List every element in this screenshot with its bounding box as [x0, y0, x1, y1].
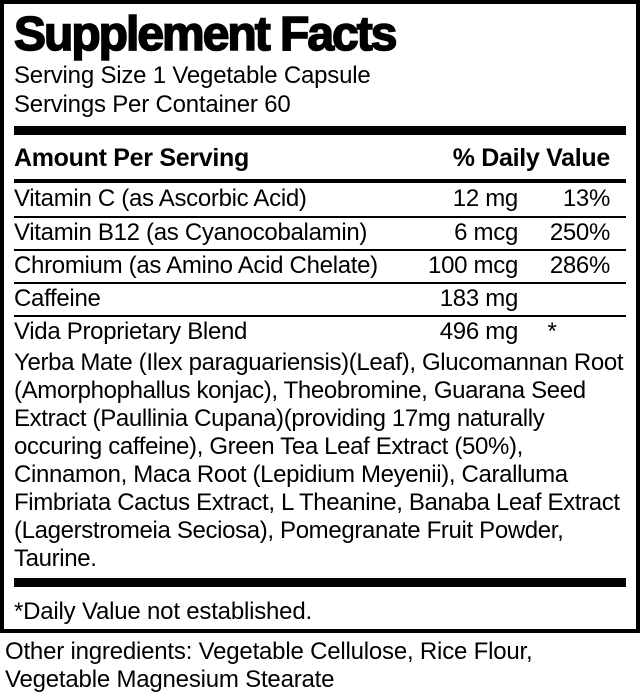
nutrient-name: Vitamin B12 (as Cyanocobalamin) — [14, 219, 368, 247]
nutrient-amount: 100 mcg — [428, 252, 518, 280]
nutrient-name: Vitamin C (as Ascorbic Acid) — [14, 185, 307, 213]
table-header-row: Amount Per Serving % Daily Value — [14, 135, 626, 183]
other-ingredients-text: Other ingredients: Vegetable Cellulose, … — [5, 638, 533, 693]
daily-value-header: % Daily Value — [452, 143, 611, 172]
nutrient-table: Vitamin C (as Ascorbic Acid) 12 mg 13% V… — [14, 183, 626, 348]
blend-description: Yerba Mate (Ilex paraguariensis)(Leaf), … — [14, 348, 624, 572]
nutrient-name: Chromium (as Amino Acid Chelate) — [14, 252, 378, 280]
nutrient-daily-value: 286% — [549, 252, 610, 280]
amount-per-serving-header: Amount Per Serving — [14, 143, 249, 172]
supplement-facts-panel: Supplement Facts Serving Size 1 Vegetabl… — [0, 0, 640, 633]
nutrient-name: Vida Proprietary Blend — [14, 318, 248, 346]
nutrient-amount: 183 mg — [439, 285, 519, 313]
daily-value-footnote: *Daily Value not established. — [14, 597, 312, 625]
nutrient-daily-value: 250% — [549, 219, 610, 247]
table-row: Vitamin B12 (as Cyanocobalamin) 6 mcg 25… — [14, 215, 626, 249]
nutrient-daily-value: * — [547, 318, 557, 346]
serving-size-text: Serving Size 1 Vegetable Capsule — [14, 61, 371, 89]
table-row: Chromium (as Amino Acid Chelate) 100 mcg… — [14, 248, 626, 282]
nutrient-name: Caffeine — [14, 285, 101, 313]
nutrient-amount: 12 mg — [452, 185, 519, 213]
table-row: Vida Proprietary Blend 496 mg * — [14, 314, 626, 348]
table-row: Caffeine 183 mg — [14, 281, 626, 315]
nutrient-daily-value: 13% — [562, 185, 610, 213]
bottom-divider-bar — [14, 577, 626, 587]
nutrient-amount: 496 mg — [439, 318, 519, 346]
top-divider-bar — [14, 125, 626, 135]
panel-title: Supplement Facts — [13, 8, 398, 61]
nutrient-amount: 6 mcg — [454, 219, 518, 247]
servings-per-container-text: Servings Per Container 60 — [14, 90, 291, 118]
table-row: Vitamin C (as Ascorbic Acid) 12 mg 13% — [14, 183, 626, 216]
